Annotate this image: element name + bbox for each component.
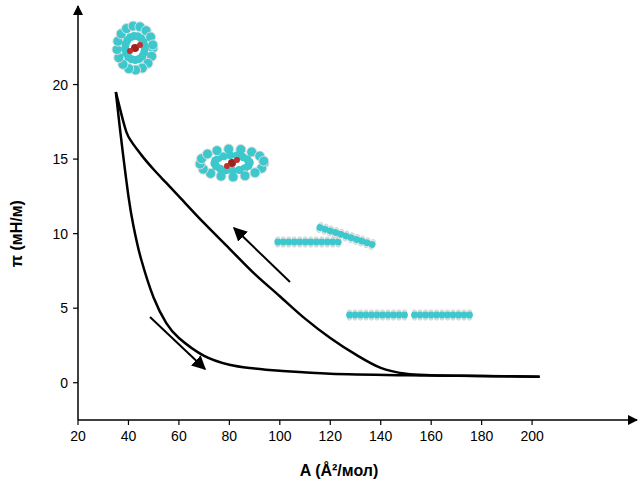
x-tick-label: 20	[70, 428, 86, 444]
atom-o	[224, 163, 230, 169]
molecule-cluster	[112, 21, 158, 75]
molecule	[274, 237, 341, 247]
y-tick	[73, 158, 78, 159]
atom-c	[466, 312, 473, 319]
atom-o	[137, 42, 143, 48]
x-tick	[77, 420, 78, 425]
direction-arrow	[150, 317, 205, 369]
y-tick-label: 0	[60, 375, 68, 391]
x-tick-label: 200	[520, 428, 544, 444]
y-tick-label: 15	[52, 151, 68, 167]
molecule-cluster	[195, 144, 269, 182]
x-tick	[279, 420, 280, 425]
x-tick	[128, 420, 129, 425]
y-tick-label: 10	[52, 226, 68, 242]
x-axis	[78, 419, 637, 421]
x-tick-label: 40	[121, 428, 137, 444]
atom-c	[148, 40, 158, 50]
isotherm-line	[116, 92, 540, 377]
x-tick	[178, 420, 179, 425]
molecule	[346, 310, 408, 320]
chart: 20 40 60 80 100 120 140 160 180 200 0 5 10 15 20 A (Å²/…	[0, 0, 643, 486]
atom-c	[250, 168, 260, 178]
x-tick-label: 100	[268, 428, 292, 444]
x-tick-label: 180	[470, 428, 494, 444]
molecule	[315, 222, 377, 251]
molecule	[411, 310, 473, 320]
y-tick	[73, 84, 78, 85]
y-axis	[77, 6, 79, 420]
x-tick-label: 80	[222, 428, 238, 444]
x-tick	[380, 420, 381, 425]
x-tick	[531, 420, 532, 425]
y-tick-label: 20	[52, 77, 68, 93]
data-lines	[116, 92, 540, 377]
y-tick	[73, 233, 78, 234]
x-tick-label: 140	[369, 428, 393, 444]
atom-c	[259, 156, 269, 166]
x-tick	[431, 420, 432, 425]
x-tick	[481, 420, 482, 425]
y-tick	[73, 308, 78, 309]
atom-c	[245, 158, 253, 166]
y-tick-label: 5	[60, 300, 68, 316]
x-tick-label: 120	[319, 428, 343, 444]
atom-c	[401, 312, 408, 319]
direction-arrow	[234, 228, 290, 282]
atom-o	[127, 48, 133, 54]
x-axis-title: A (Å²/мол)	[300, 461, 379, 479]
isotherm-line	[116, 92, 540, 377]
atom-c	[368, 240, 377, 249]
x-tick	[229, 420, 230, 425]
y-tick	[73, 382, 78, 383]
x-tick-label: 60	[171, 428, 187, 444]
x-tick	[330, 420, 331, 425]
molecule-illustrations	[112, 21, 473, 320]
x-tick-label: 160	[420, 428, 444, 444]
y-axis-title: π (мН/м)	[8, 200, 25, 267]
atom-c	[335, 239, 342, 246]
atom-c	[202, 149, 212, 159]
atom-o	[234, 157, 240, 163]
